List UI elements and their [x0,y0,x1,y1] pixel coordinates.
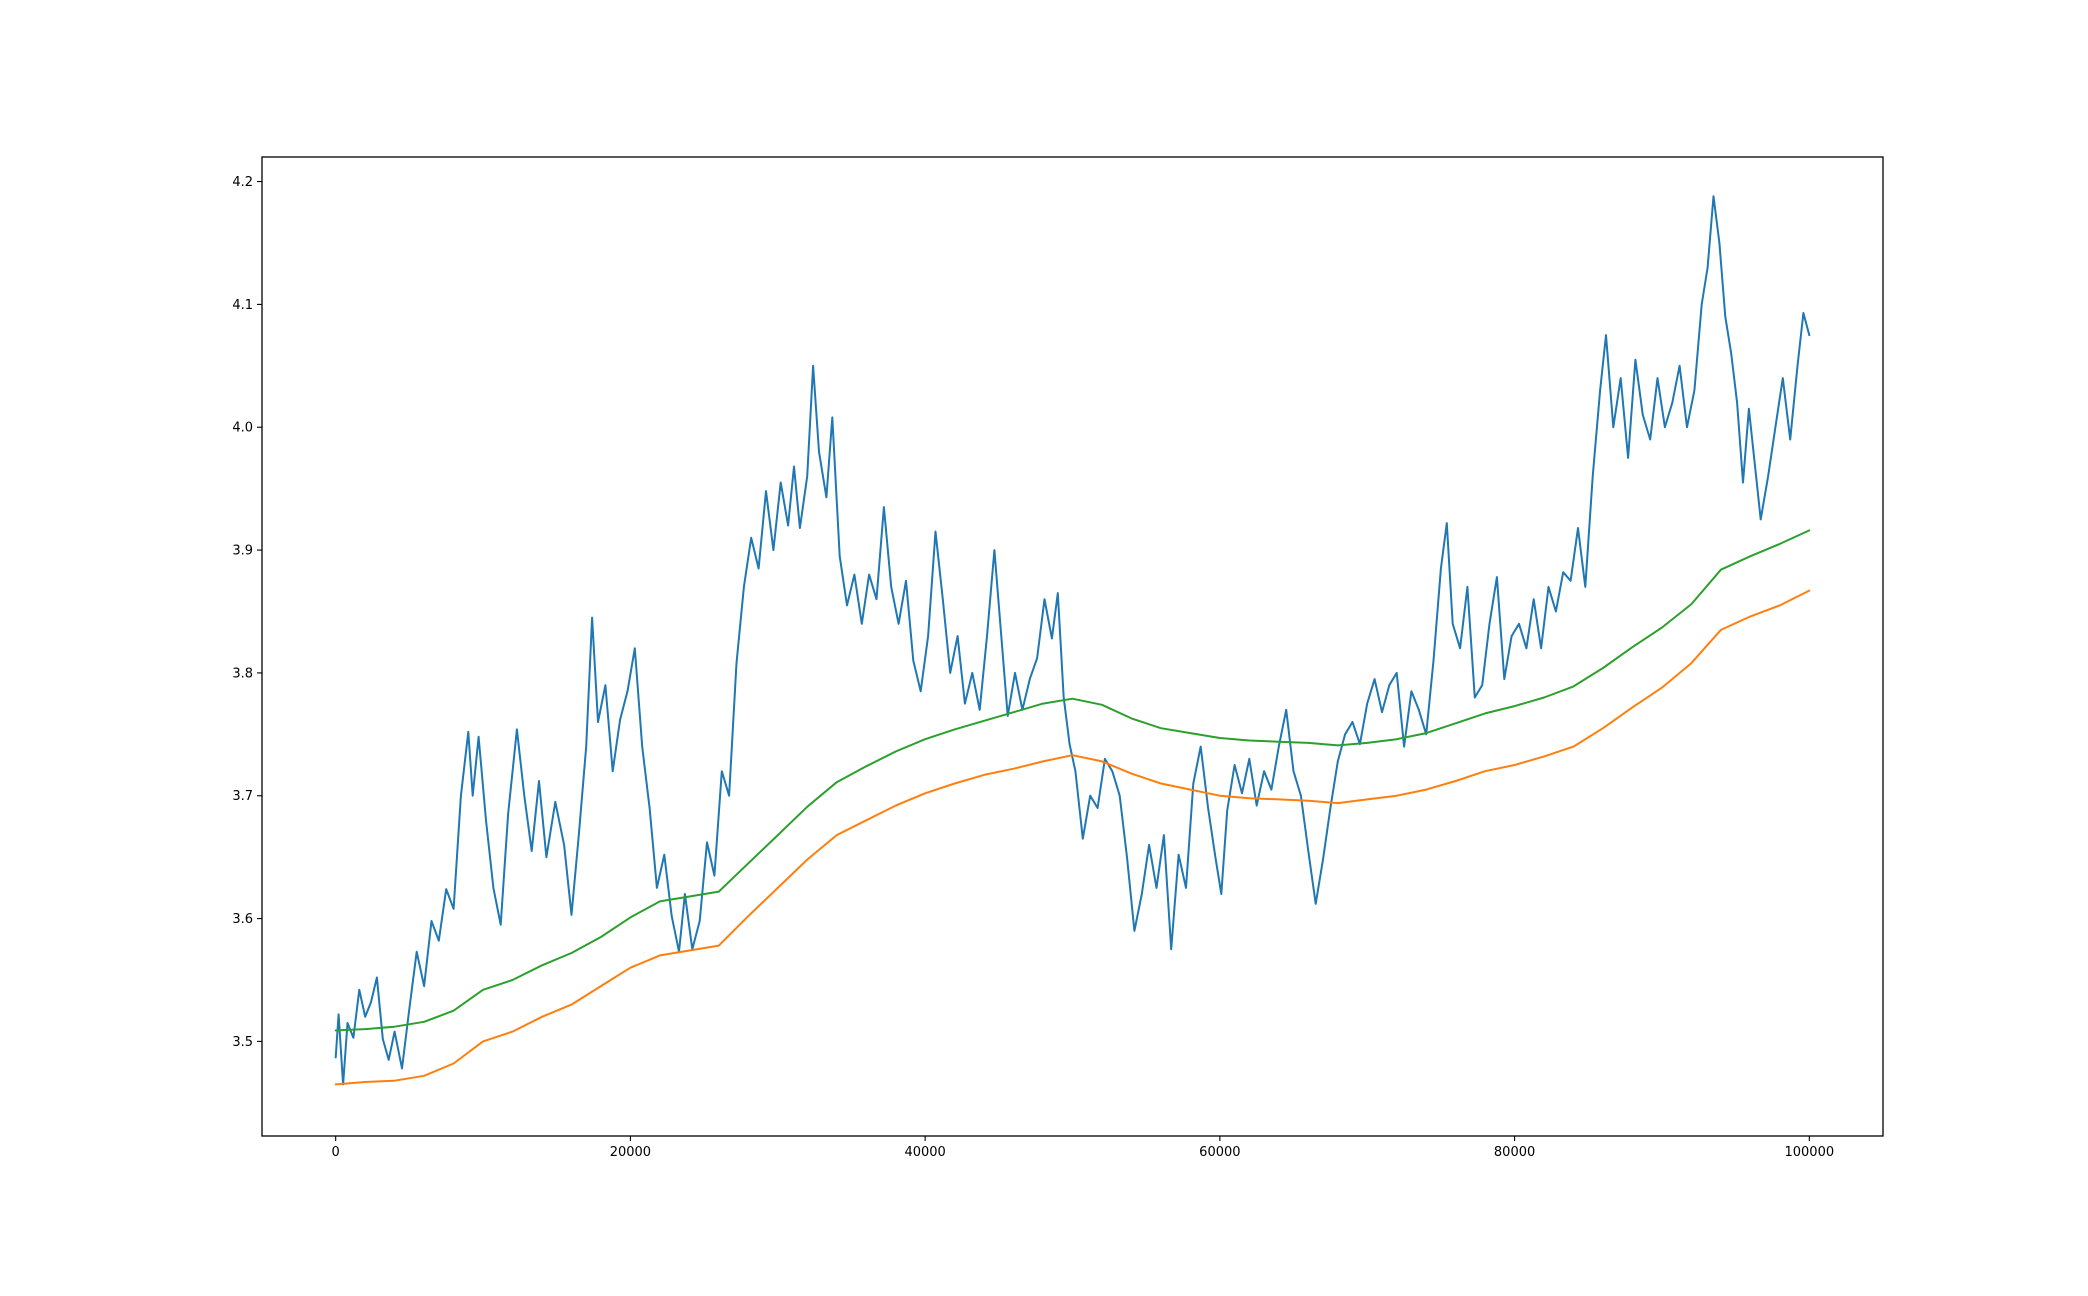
series-line-2 [334,589,1811,1086]
x-axis: 0 20000 40000 60000 80000 100000 [332,1136,1834,1160]
y-axis: 3.5 3.6 3.7 3.8 3.9 4.0 4.1 4.2 [232,175,262,1050]
y-tick-label: 3.7 [232,789,253,804]
series-layer [334,195,1811,1086]
series-line-1 [334,195,1811,1086]
x-tick-label: 100000 [1784,1145,1834,1160]
y-tick-label: 3.6 [232,912,253,927]
y-tick-label: 4.1 [232,298,253,313]
x-tick-label: 80000 [1494,1145,1535,1160]
plot-area: 0 20000 40000 60000 80000 100000 3.5 3.6 3.7 3.8… [232,156,1884,1160]
y-tick-label: 3.9 [232,544,253,559]
series-line-3 [334,529,1811,1032]
x-tick-label: 40000 [904,1145,945,1160]
y-tick-label: 3.5 [232,1035,253,1050]
y-tick-label: 4.0 [232,421,253,436]
y-tick-label: 4.2 [232,175,253,190]
x-tick-label: 0 [332,1145,340,1160]
axes-frame [261,156,1884,1137]
y-tick-label: 3.8 [232,666,253,681]
x-tick-label: 60000 [1199,1145,1240,1160]
x-tick-label: 20000 [610,1145,651,1160]
